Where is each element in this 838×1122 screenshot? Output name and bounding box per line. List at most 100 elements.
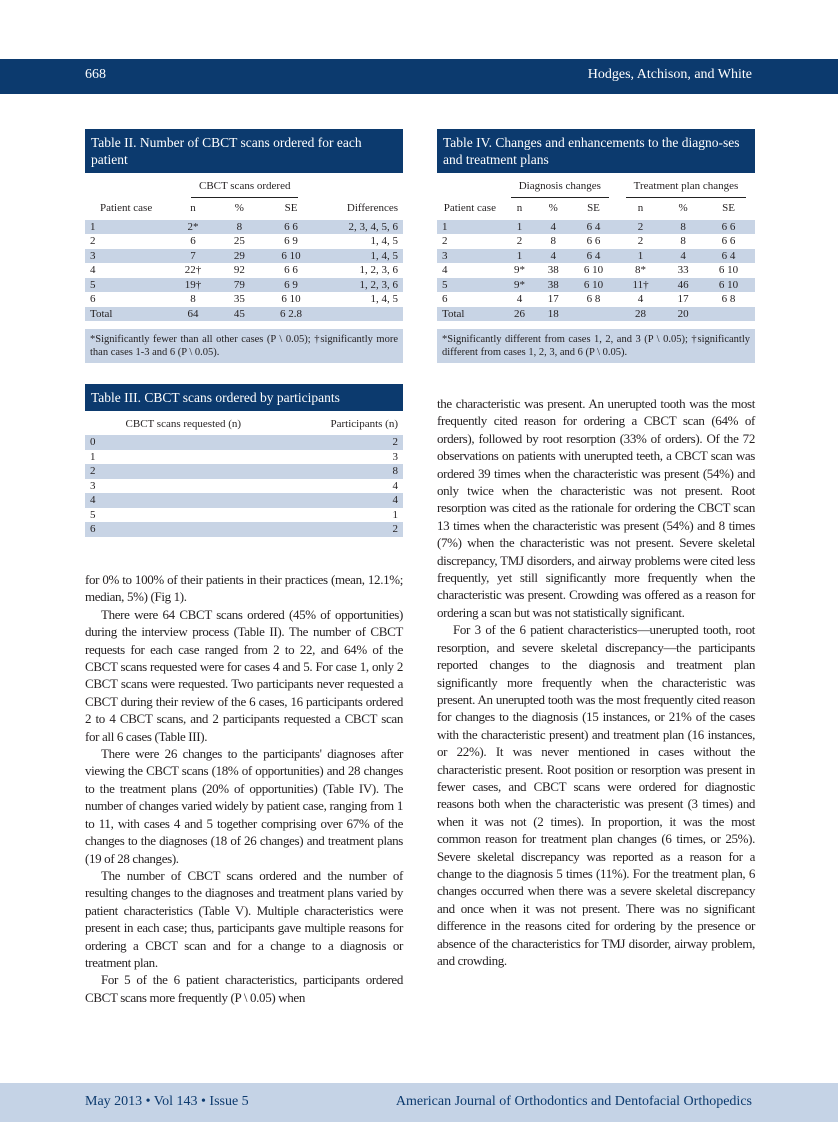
table-cell	[702, 306, 755, 321]
table-cell: 8	[550, 235, 556, 247]
table-cell: 5	[90, 508, 96, 521]
table-cell: 6 8	[586, 293, 601, 305]
column-header: SE	[284, 202, 298, 215]
column-header: Patient case	[99, 202, 153, 215]
table-cell: 20	[664, 306, 703, 321]
column-header: %	[678, 202, 688, 215]
table-cell: 8	[190, 293, 196, 305]
table-cell: 4	[637, 293, 644, 305]
paragraph: the characteristic was present. An uneru…	[437, 396, 755, 620]
column-header: n	[190, 202, 196, 215]
table-cell: 6	[90, 293, 96, 305]
column-header: CBCT scans requested (n)	[125, 417, 242, 430]
table-2-title: Table II. Number of CBCT scans ordered f…	[85, 129, 403, 173]
table-cell: 45	[218, 306, 260, 321]
table-cell: 8	[664, 219, 703, 234]
table-cell: 8	[281, 464, 403, 479]
table-3: Table III. CBCT scans ordered by partici…	[85, 384, 403, 537]
table-4-group-diagnosis: Diagnosis changes	[510, 179, 609, 198]
table-row: 5 9* 38 6 10 11† 46 6 10	[437, 277, 755, 292]
column-header: Patient case	[443, 202, 496, 215]
table-cell: 5	[437, 277, 503, 292]
table-cell: 4	[392, 479, 399, 492]
table-cell: 6 6	[259, 219, 323, 234]
table-row: 3 7 29 6 10 1, 4, 5	[85, 248, 403, 263]
table-row: 2 2 8 6 6 2 8 6 6	[437, 234, 755, 249]
table-cell: 3	[85, 248, 168, 263]
body-text-left-column: for 0% to 100% of their patients in thei…	[85, 571, 403, 1006]
table-cell: 2*	[167, 219, 219, 234]
table-cell: 6 2.8	[259, 306, 323, 321]
running-footer: May 2013 • Vol 143 • Issue 5 American Jo…	[0, 1083, 838, 1122]
table-row: 4 9* 38 6 10 8* 33 6 10	[437, 263, 755, 278]
page-number: 668	[85, 67, 106, 82]
table-cell: 38	[536, 277, 571, 292]
table-cell: 4	[536, 219, 571, 234]
table-cell: 6 4	[570, 219, 617, 234]
table-cell: 9*	[514, 264, 526, 276]
body-text-right-column: the characteristic was present. An uneru…	[437, 395, 755, 969]
table-cell: 28	[616, 306, 665, 321]
table-cell: 6 4	[702, 248, 755, 263]
table-cell: 64	[167, 306, 219, 321]
journal-issue: May 2013 • Vol 143 • Issue 5	[85, 1094, 249, 1109]
table-2: Table II. Number of CBCT scans ordered f…	[85, 129, 403, 363]
table-cell: 6 10	[570, 277, 617, 292]
table-cell: 3	[90, 479, 96, 492]
table-cell: 1, 4, 5	[322, 248, 403, 263]
table-cell: 8	[680, 235, 686, 247]
paragraph: For 3 of the 6 patient characteristics—u…	[437, 622, 755, 968]
running-authors: Hodges, Atchison, and White	[587, 67, 752, 82]
table-row: 1 2* 8 6 6 2, 3, 4, 5, 6	[85, 219, 403, 234]
table-cell: 1, 4, 5	[370, 235, 399, 247]
table-cell: 2	[637, 235, 644, 247]
table-cell: 17	[677, 293, 689, 305]
table-row: Total 64 45 6 2.8	[85, 306, 403, 321]
table-cell: 9*	[502, 277, 537, 292]
table-cell: 2	[616, 219, 665, 234]
table-cell: 92	[233, 264, 245, 276]
table-cell: 38	[547, 264, 559, 276]
column-header: n	[637, 202, 644, 215]
table-4-title: Table IV. Changes and enhancements to th…	[437, 129, 755, 173]
table-cell: 1	[85, 219, 168, 234]
table-cell: 2	[516, 235, 523, 247]
table-cell: 6	[442, 293, 448, 305]
table-cell: 6 8	[721, 293, 736, 305]
table-cell: 11†	[616, 277, 665, 292]
table-cell: 4	[442, 264, 448, 276]
table-cell: 6 6	[284, 264, 298, 276]
table-4-group-treatment: Treatment plan changes	[625, 179, 747, 198]
table-cell: 6 9	[284, 235, 298, 247]
paragraph: There were 64 CBCT scans ordered (45% of…	[85, 606, 403, 744]
paragraph: The number of CBCT scans ordered and the…	[85, 867, 403, 970]
table-cell: 4	[664, 248, 703, 263]
table-cell: 1	[616, 248, 665, 263]
table-cell: Total	[437, 306, 503, 321]
table-cell: 6 10	[281, 293, 301, 305]
table-cell: 18	[536, 306, 571, 321]
table-cell: 1	[502, 219, 537, 234]
table-cell: 7	[167, 248, 219, 263]
table-cell: 29	[218, 248, 260, 263]
table-cell: 3	[437, 248, 503, 263]
table-cell: 8*	[635, 264, 647, 276]
table-cell: 26	[502, 306, 537, 321]
table-cell: 2	[90, 235, 96, 247]
table-cell: 1, 4, 5	[370, 293, 399, 305]
table-row: 5 19† 79 6 9 1, 2, 3, 6	[85, 277, 403, 292]
table-cell: 6 6	[586, 235, 601, 247]
table-cell: 8	[218, 219, 260, 234]
journal-name: American Journal of Orthodontics and Den…	[395, 1094, 752, 1109]
running-header: 668 Hodges, Atchison, and White	[0, 59, 838, 94]
table-cell: 33	[677, 264, 689, 276]
table-cell: 6 9	[259, 277, 323, 292]
table-4-footnote: *Significantly different from cases 1, 2…	[437, 329, 755, 363]
table-row: 2 6 25 6 9 1, 4, 5	[85, 234, 403, 249]
table-cell: 1	[392, 508, 399, 521]
